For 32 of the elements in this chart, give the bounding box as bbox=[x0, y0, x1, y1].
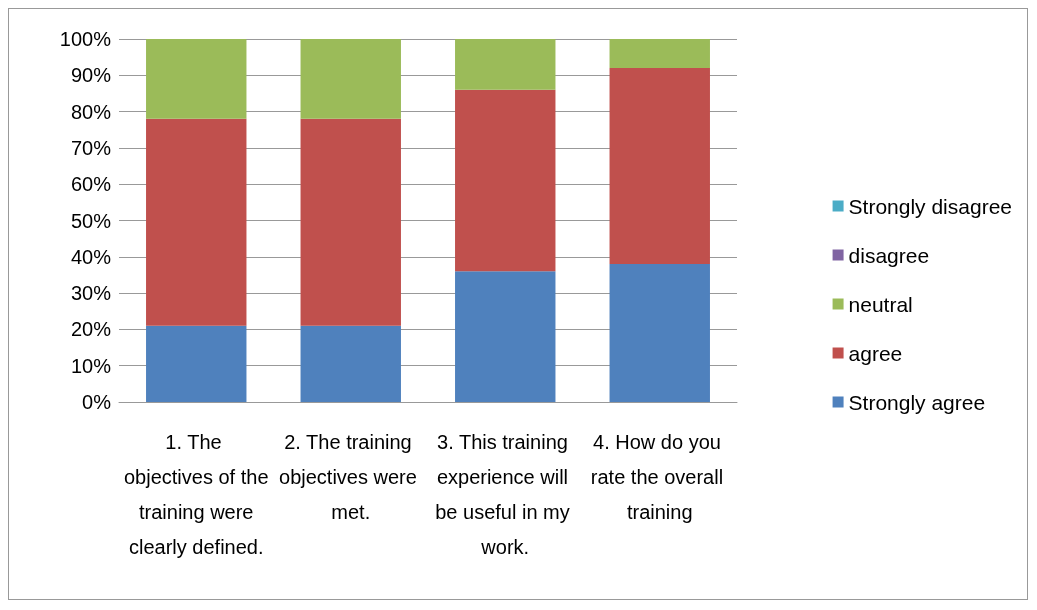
y-tick-label: 30% bbox=[70, 282, 112, 305]
bar bbox=[609, 68, 710, 265]
bar bbox=[146, 39, 247, 119]
bar bbox=[146, 325, 247, 402]
x-tick-label: 1. The objectives of the training were clearly defined. bbox=[123, 430, 269, 558]
legend-label: Strongly disagree bbox=[848, 194, 1013, 218]
bar bbox=[609, 39, 710, 69]
bar bbox=[455, 271, 556, 402]
legend-label: neutral bbox=[848, 292, 913, 316]
bar bbox=[146, 118, 247, 326]
y-tick-label: 20% bbox=[70, 318, 112, 341]
y-tick-label: 0% bbox=[82, 391, 112, 413]
y-tick-label: 60% bbox=[70, 173, 112, 196]
bar bbox=[455, 89, 556, 272]
x-tick-label: 2. The training objectives were met. bbox=[279, 430, 423, 523]
y-tick-label: 70% bbox=[70, 136, 112, 159]
y-tick-label: 50% bbox=[70, 209, 112, 232]
y-tick-label: 100% bbox=[59, 28, 112, 50]
legend-label: disagree bbox=[848, 243, 930, 267]
y-tick-label: 90% bbox=[70, 64, 112, 87]
legend-label: agree bbox=[848, 341, 903, 365]
legend-label: Strongly agree bbox=[848, 390, 986, 414]
y-tick-label: 80% bbox=[70, 100, 112, 123]
bar bbox=[300, 118, 401, 326]
y-tick-label: 10% bbox=[70, 354, 112, 377]
bar bbox=[300, 39, 401, 119]
y-tick-label: 40% bbox=[70, 245, 112, 268]
bar bbox=[455, 39, 556, 90]
x-tick-label: 4. How do you rate the overall training bbox=[590, 430, 729, 523]
bar bbox=[300, 325, 401, 402]
bar bbox=[609, 264, 710, 402]
x-tick-label: 3. This training experience will be useful in my work. bbox=[435, 430, 576, 558]
